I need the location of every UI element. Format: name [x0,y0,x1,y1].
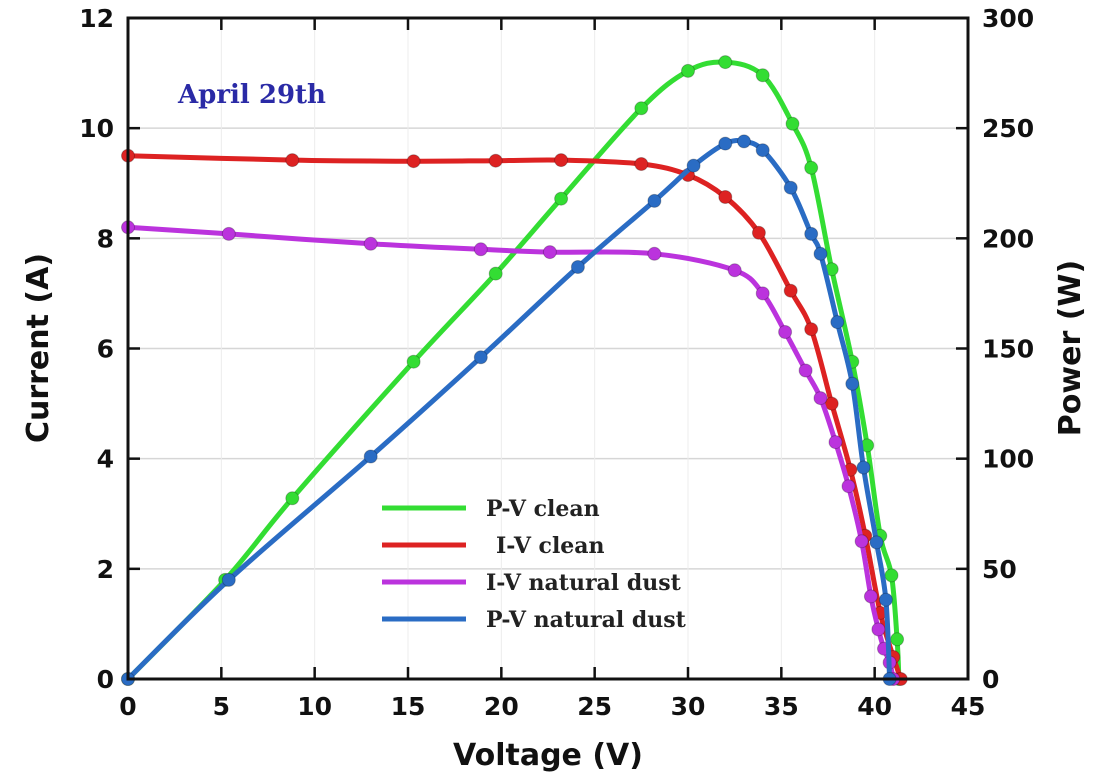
data-point-pv-dust [813,246,828,261]
data-point-pv-dust [570,260,585,274]
y-tick-label-left: 0 [97,665,114,694]
data-point-iv-dust [647,246,662,261]
y-tick-label-left: 12 [79,4,114,33]
data-point-pv-clean [285,491,300,506]
x-axis-label: Voltage (V) [453,738,643,773]
data-point-iv-dust [871,622,886,637]
y-axis-label-right: Power (W) [1053,260,1088,436]
data-point-pv-dust [718,136,733,151]
data-point-iv-dust [473,242,488,257]
data-point-iv-clean [285,153,300,168]
series-pv-dust [121,134,897,686]
x-tick-label: 40 [857,692,892,721]
data-point-pv-dust [647,193,662,208]
data-point-pv-dust [473,350,488,365]
x-tick-label: 25 [577,692,612,721]
data-point-iv-clean [751,225,766,240]
y-tick-label-right: 100 [982,445,1034,474]
data-point-pv-dust [221,572,236,587]
legend: P-V clean I-V clean I-V natural dust P-V… [382,496,687,633]
series-line-pv-clean [125,59,902,682]
data-point-pv-dust [783,180,798,195]
y-tick-label-left: 6 [97,335,114,364]
y-tick-label-left: 8 [97,224,114,253]
data-point-iv-clean [406,154,421,169]
grid-lines [128,18,968,679]
tick-marks [126,16,970,681]
data-point-iv-dust [363,236,378,251]
data-point-iv-clean [783,283,798,298]
data-point-pv-clean [488,266,503,281]
y-tick-label-right: 250 [982,114,1034,143]
data-point-iv-dust [221,226,236,241]
data-point-iv-dust [828,435,843,450]
data-point-iv-clean [488,153,503,168]
data-point-pv-dust [856,460,871,475]
legend-label-iv-clean: I-V clean [496,533,605,559]
y-tick-label-right: 200 [982,224,1034,253]
data-point-pv-clean [554,191,569,206]
data-point-iv-dust [863,589,878,604]
x-tick-label: 45 [951,692,986,721]
data-point-iv-clean [554,153,569,168]
data-point-pv-clean [406,354,421,369]
data-point-pv-dust [869,535,884,550]
x-tick-label: 30 [671,692,706,721]
legend-label-pv-dust: P-V natural dust [486,607,687,633]
data-point-pv-clean [755,68,770,83]
series-iv-clean [121,148,908,686]
data-point-pv-clean [804,160,819,175]
x-tick-label: 5 [213,692,230,721]
y-tick-label-left: 2 [97,555,114,584]
legend-label-pv-clean: P-V clean [486,496,600,522]
data-point-pv-dust [830,315,845,330]
x-tick-label: 35 [764,692,799,721]
data-point-pv-dust [737,134,751,149]
annotation-date: April 29th [177,80,326,110]
data-point-iv-dust [813,391,828,406]
data-point-iv-dust [778,325,793,339]
data-point-iv-dust [841,479,856,494]
y-axis-label-left: Current (A) [21,253,56,443]
y-tick-label-left: 4 [97,445,114,474]
x-tick-label: 10 [297,692,332,721]
data-point-pv-clean [681,63,695,78]
y-tick-label-right: 50 [982,555,1017,584]
data-point-iv-dust [727,263,742,278]
y-tick-label-right: 150 [982,335,1034,364]
series-line-pv-dust [125,138,893,682]
data-point-pv-dust [686,158,701,173]
data-point-iv-dust [854,534,869,549]
y-tick-label-left: 10 [79,114,114,143]
data-point-iv-dust [798,363,813,378]
data-point-iv-dust [542,245,557,260]
data-point-iv-dust [755,286,770,301]
x-tick-label: 0 [119,692,136,721]
data-point-pv-clean [884,568,899,583]
data-point-pv-dust [845,376,860,391]
data-point-pv-dust [804,226,819,241]
y-tick-label-right: 0 [982,665,999,694]
legend-label-iv-dust: I-V natural dust [486,570,682,596]
data-point-pv-clean [634,101,649,116]
data-point-iv-clean [634,157,649,171]
data-point-pv-dust [755,143,770,158]
x-tick-label: 20 [484,692,519,721]
data-point-pv-clean [718,55,733,70]
data-point-pv-dust [878,592,893,607]
x-tick-label: 15 [391,692,426,721]
data-point-pv-clean [890,632,905,647]
y-tick-label-right: 300 [982,4,1034,33]
data-point-pv-dust [363,449,378,464]
data-point-iv-clean [804,322,819,337]
series-layer [121,55,908,686]
data-point-pv-clean [785,116,800,131]
data-point-iv-clean [718,190,733,204]
